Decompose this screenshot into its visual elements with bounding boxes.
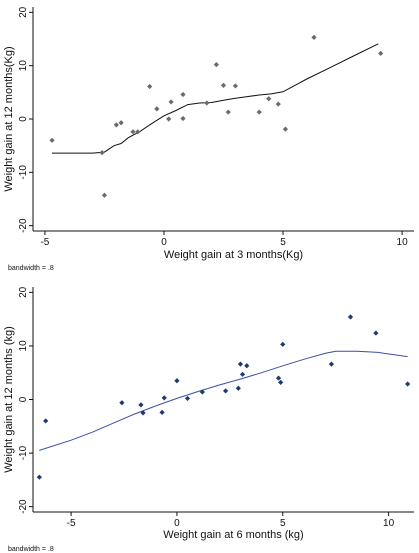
data-point: [159, 409, 165, 415]
chart-weight-gain-3-months: -5 0 5 10 -20 -10 0 10 20 Weight gain at 3 months…: [3, 6, 414, 272]
data-point: [161, 395, 167, 401]
y-tick-label: 0: [18, 396, 29, 402]
bandwidth-note: bandwidth = .8: [8, 546, 54, 553]
y-axis-title: Weight gain at 12 months (kg): [3, 326, 15, 473]
data-point: [180, 115, 186, 122]
y-tick-label: -10: [18, 165, 29, 180]
data-point: [166, 116, 172, 122]
x-tick-label: 10: [397, 237, 409, 248]
data-point: [256, 109, 262, 115]
data-point: [275, 101, 281, 107]
data-point: [239, 371, 246, 377]
data-point: [280, 341, 286, 347]
x-tick-label: 5: [280, 518, 286, 529]
chart-weight-gain-6-months: -5 0 5 10 -20 -10 0 10 20 Weight gain at 6 months…: [3, 286, 414, 553]
y-tick-label: 20: [18, 6, 29, 18]
data-point: [147, 83, 153, 90]
y-tick-label: 10: [18, 340, 29, 352]
y-tick-label: 10: [18, 60, 29, 72]
data-point: [43, 418, 49, 424]
data-point: [101, 192, 108, 198]
data-point: [119, 400, 125, 406]
y-tick-label: -10: [18, 445, 29, 460]
data-point: [347, 314, 354, 320]
x-tick-label: 5: [280, 237, 286, 248]
data-point: [311, 34, 317, 40]
x-tick-label: 0: [174, 518, 180, 529]
x-tick-label: -5: [67, 518, 76, 529]
data-point: [220, 82, 227, 88]
data-point: [378, 50, 384, 56]
data-point: [113, 122, 119, 128]
data-point: [266, 96, 272, 102]
data-point: [99, 150, 105, 156]
data-point: [278, 379, 284, 385]
data-point: [232, 83, 239, 89]
data-point: [223, 388, 229, 394]
data-point: [138, 402, 144, 408]
y-tick-label: -20: [18, 218, 29, 233]
data-point: [204, 100, 210, 106]
x-tick-label: 10: [383, 518, 395, 529]
data-point: [328, 361, 335, 367]
data-point: [154, 106, 160, 112]
data-point: [275, 375, 282, 381]
data-point: [118, 120, 124, 126]
y-axis-title: Weight gain at 12 months(Kg): [3, 46, 15, 191]
data-point: [174, 378, 180, 384]
data-point: [184, 395, 191, 402]
y-tick-label: -20: [18, 499, 29, 514]
x-tick-label: -5: [40, 237, 49, 248]
x-axis-title: Weight gain at 3 months(Kg): [164, 249, 303, 261]
data-point: [180, 91, 186, 98]
bandwidth-note: bandwidth = .8: [8, 265, 54, 272]
x-axis-title: Weight gain at 6 months (kg): [163, 529, 303, 541]
data-point: [237, 361, 244, 367]
data-point: [244, 363, 250, 369]
data-point: [235, 385, 241, 391]
data-point: [405, 381, 411, 387]
x-tick-label: 0: [161, 237, 167, 248]
lowess-fit-line: [52, 43, 379, 154]
data-point: [199, 389, 205, 395]
data-point: [36, 474, 42, 480]
data-point: [373, 330, 379, 336]
y-tick-label: 0: [18, 116, 29, 122]
lowess-fit-line: [39, 350, 408, 451]
data-point: [168, 99, 174, 105]
data-point: [225, 109, 231, 115]
y-tick-label: 20: [18, 286, 29, 298]
data-point: [282, 126, 289, 132]
data-point: [49, 137, 55, 143]
data-point: [213, 62, 219, 68]
data-point: [130, 129, 136, 135]
data-point: [135, 129, 141, 135]
